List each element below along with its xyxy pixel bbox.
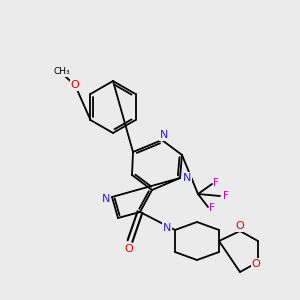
Text: N: N — [102, 194, 110, 204]
Text: F: F — [213, 178, 219, 188]
Text: O: O — [124, 244, 134, 254]
Text: CH₃: CH₃ — [54, 68, 70, 76]
Text: N: N — [163, 223, 171, 233]
Text: N: N — [160, 130, 168, 140]
Text: O: O — [236, 221, 244, 231]
Text: O: O — [252, 259, 260, 269]
Text: F: F — [223, 191, 229, 201]
Text: O: O — [70, 80, 80, 90]
Text: F: F — [209, 203, 215, 213]
Text: N: N — [183, 173, 191, 183]
